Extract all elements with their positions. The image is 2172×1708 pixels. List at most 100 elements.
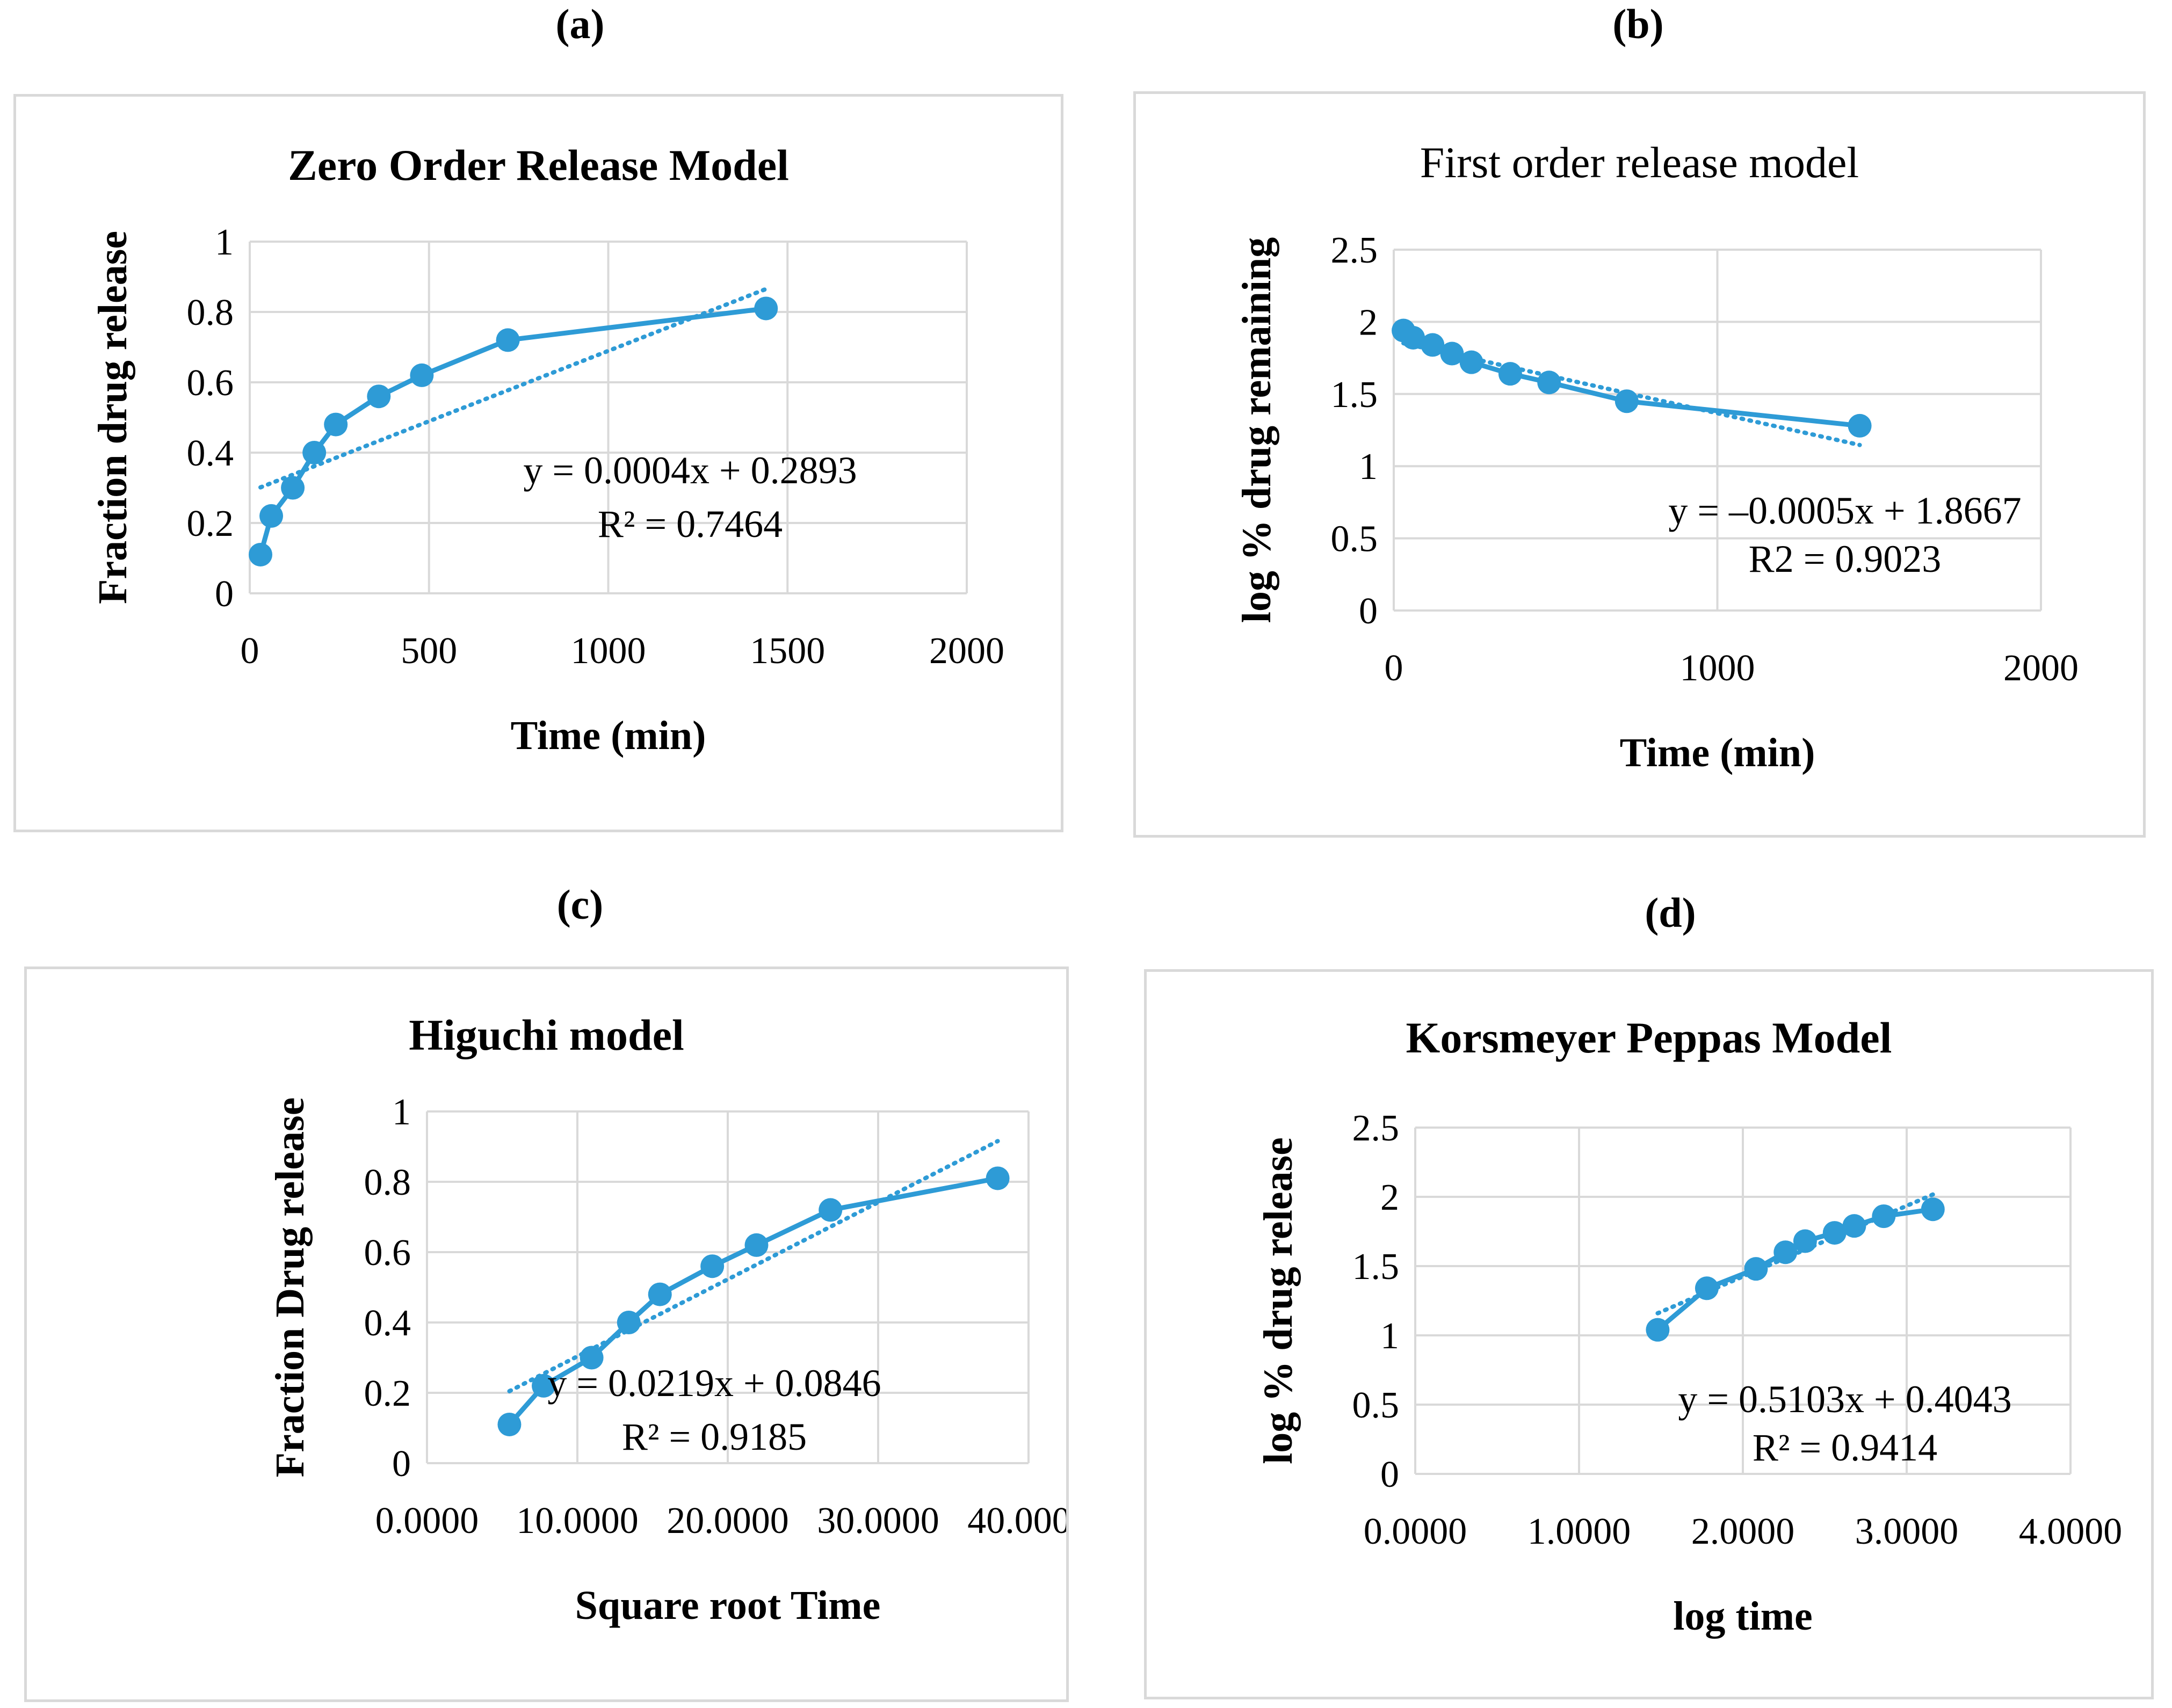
x-tick-label: 0 — [1385, 648, 1403, 689]
x-tick-label: 30.0000 — [817, 1500, 939, 1542]
chart-b: First order release model 0 0.5 1 1.5 2 2.5 0 10… — [1234, 138, 2079, 775]
y-axis-label: Fraction Drug release — [267, 1098, 313, 1478]
data-point — [754, 296, 778, 321]
data-point — [1498, 362, 1522, 386]
data-point — [744, 1233, 769, 1257]
y-axis-label: Fraction drug release — [90, 231, 135, 604]
x-axis-label: Time (min) — [511, 713, 706, 758]
data-point — [1614, 389, 1639, 413]
data-point — [1822, 1221, 1847, 1245]
r-squared-label: R² = 0.7464 — [598, 503, 783, 546]
r-squared-label: R² = 0.9185 — [622, 1415, 807, 1458]
chart-d: Korsmeyer Peppas Model 0 0.5 1 1.5 2 2.5 0.0000… — [1256, 1013, 2123, 1639]
trendline-equation: y = 0.5103x + 0.4043 — [1678, 1378, 2011, 1421]
data-point — [1842, 1214, 1866, 1238]
x-tick-label: 1000 — [1680, 648, 1755, 689]
data-point — [367, 384, 391, 409]
y-tick-label: 0.8 — [364, 1162, 411, 1203]
y-axis-label: log % drug remaining — [1234, 237, 1279, 623]
data-point — [324, 412, 348, 437]
series-line — [1656, 1206, 1934, 1332]
data-point — [1744, 1257, 1768, 1281]
x-tick-label: 0 — [241, 630, 259, 672]
data-point — [1695, 1276, 1719, 1300]
data-point — [281, 476, 305, 500]
data-point — [1793, 1229, 1817, 1253]
y-tick-label: 0 — [392, 1443, 411, 1485]
data-point — [580, 1346, 604, 1370]
x-tick-label: 20.0000 — [667, 1500, 789, 1542]
trendline-equation: y = 0.0004x + 0.2893 — [523, 449, 857, 492]
chart-title: First order release model — [1420, 138, 1859, 187]
y-axis-label: log % drug release — [1256, 1137, 1301, 1464]
x-tick-label: 40.0000 — [967, 1500, 1066, 1542]
x-axis-label: Time (min) — [1620, 730, 1815, 775]
y-tick-label: 1 — [1380, 1315, 1399, 1357]
y-tick-label: 1.5 — [1352, 1246, 1400, 1288]
data-point — [617, 1311, 641, 1334]
y-tick-label: 1 — [392, 1092, 411, 1133]
data-point — [532, 1373, 555, 1398]
data-point — [1440, 341, 1464, 366]
data-point — [1401, 325, 1425, 350]
data-point — [259, 504, 284, 528]
y-tick-label: 1 — [1359, 446, 1378, 488]
chart-box-a: Zero Order Release Model 0 0.2 0.4 0.6 0.8 1 0 5… — [13, 94, 1063, 832]
trendline-equation: y = –0.0005x + 1.8667 — [1668, 489, 2021, 532]
chart-title: Higuchi model — [409, 1011, 684, 1059]
x-tick-label: 3.0000 — [1855, 1511, 1959, 1552]
y-tick-label: 2.5 — [1331, 230, 1378, 271]
data-point — [1459, 350, 1483, 374]
x-tick-label: 1000 — [571, 630, 646, 672]
data-point — [249, 542, 273, 566]
x-tick-label: 2.0000 — [1691, 1511, 1795, 1552]
x-axis-label: log time — [1673, 1594, 1813, 1639]
data-point — [648, 1282, 672, 1306]
x-axis-label: Square root Time — [575, 1583, 881, 1628]
y-tick-label: 0.5 — [1352, 1385, 1400, 1426]
x-tick-label: 10.0000 — [516, 1500, 639, 1542]
data-point — [700, 1254, 725, 1278]
y-tick-label: 2 — [1380, 1177, 1399, 1218]
x-tick-label: 2000 — [929, 630, 1004, 672]
y-tick-label: 0.8 — [187, 292, 234, 333]
y-tick-label: 0.2 — [364, 1373, 411, 1414]
x-tick-label: 2000 — [2003, 648, 2079, 689]
data-point — [1773, 1240, 1798, 1264]
data-point — [1421, 333, 1445, 357]
data-point — [1872, 1204, 1896, 1229]
x-tick-label: 0.0000 — [375, 1500, 479, 1542]
chart-box-b: First order release model 0 0.5 1 1.5 2 2.5 0 10… — [1133, 91, 2146, 838]
y-tick-label: 2.5 — [1352, 1108, 1400, 1149]
y-tick-label: 0.4 — [187, 433, 234, 474]
y-tick-label: 0.6 — [364, 1232, 411, 1274]
chart-title: Korsmeyer Peppas Model — [1406, 1013, 1892, 1062]
panel-label-c: (c) — [556, 881, 604, 928]
y-tick-label: 0.4 — [364, 1303, 411, 1344]
trendline — [258, 287, 769, 490]
x-tick-label: 4.0000 — [2019, 1511, 2123, 1552]
r-squared-label: R2 = 0.9023 — [1749, 537, 1942, 580]
chart-title: Zero Order Release Model — [288, 141, 789, 190]
data-point — [1921, 1197, 1945, 1222]
data-point — [1537, 370, 1561, 395]
chart-box-d: Korsmeyer Peppas Model 0 0.5 1 1.5 2 2.5 0.0000… — [1144, 969, 2154, 1699]
x-tick-label: 1500 — [750, 630, 825, 672]
y-tick-label: 0.2 — [187, 503, 234, 544]
data-point — [410, 363, 434, 387]
x-tick-label: 1.0000 — [1527, 1511, 1631, 1552]
data-point — [819, 1198, 843, 1222]
trendline-equation: y = 0.0219x + 0.0846 — [547, 1362, 881, 1405]
y-tick-label: 1 — [215, 222, 234, 263]
y-tick-label: 0 — [215, 573, 234, 615]
x-tick-label: 500 — [401, 630, 457, 672]
y-tick-label: 1.5 — [1331, 374, 1378, 416]
panel-label-d: (d) — [1645, 889, 1696, 936]
y-tick-label: 0 — [1359, 591, 1378, 632]
chart-box-c: Higuchi model 0 0.2 0.4 0.6 0.8 1 0.0000 10.0000… — [24, 966, 1090, 1702]
data-point — [1646, 1318, 1670, 1342]
y-tick-label: 0.6 — [187, 362, 234, 404]
data-point — [302, 441, 327, 464]
panel-label-a: (a) — [555, 1, 605, 47]
r-squared-label: R² = 0.9414 — [1753, 1426, 1937, 1469]
